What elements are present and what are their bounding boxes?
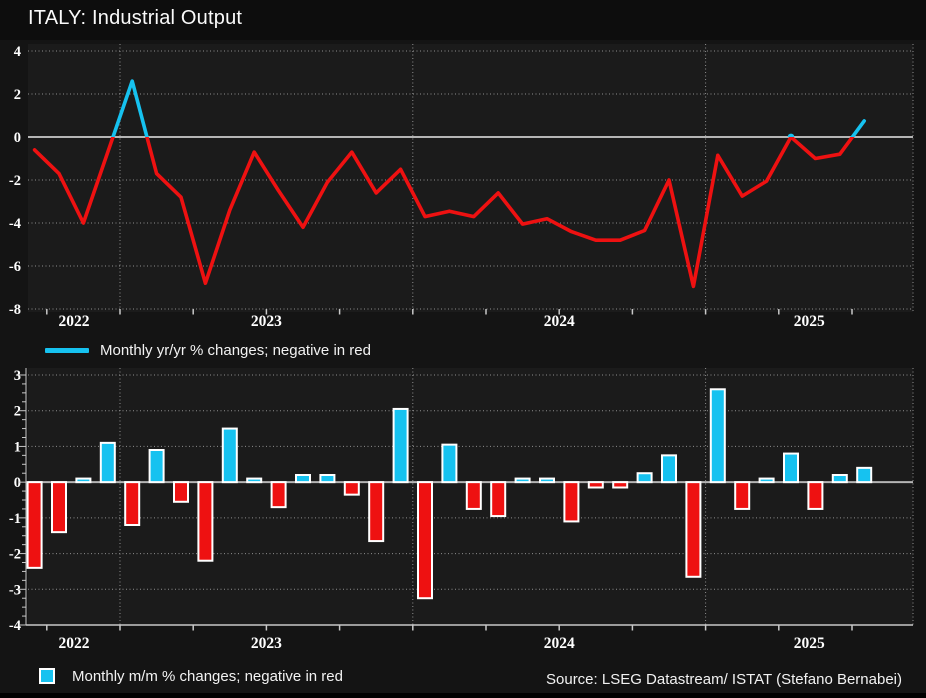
year-label: 2023 — [251, 313, 282, 330]
bar — [99, 441, 116, 484]
y-tick-label: -4 — [9, 618, 21, 634]
bar — [246, 477, 263, 484]
bar — [636, 472, 653, 484]
zero-touch-marker — [787, 133, 795, 137]
y-tick-label: 2 — [14, 404, 21, 420]
bar — [368, 481, 385, 543]
bar — [612, 481, 629, 489]
legend-yoy: Monthly yr/yr % changes; negative in red — [45, 340, 371, 360]
y-tick-label: 0 — [14, 130, 21, 146]
y-tick-label: -6 — [9, 259, 21, 275]
y-tick-label: -1 — [9, 511, 21, 527]
bar — [221, 427, 238, 484]
y-tick-label: 2 — [14, 87, 21, 103]
bar — [563, 481, 580, 523]
y-tick-label: -2 — [9, 173, 21, 189]
bar — [709, 388, 726, 484]
bar — [758, 477, 775, 484]
year-label: 2025 — [794, 313, 825, 330]
bar — [514, 477, 531, 484]
bar — [490, 481, 507, 518]
bar — [539, 477, 555, 484]
legend-mom-label: Monthly m/m % changes; negative in red — [72, 667, 343, 685]
y-tick-label: -3 — [9, 582, 21, 598]
bar — [26, 481, 43, 569]
year-label: 2023 — [251, 635, 282, 652]
bar — [587, 481, 604, 489]
bar — [831, 474, 848, 484]
bar — [197, 481, 214, 562]
bottom-border — [0, 693, 926, 698]
bar — [51, 481, 67, 534]
y-tick-label: 4 — [14, 44, 21, 60]
page-title: ITALY: Industrial Output — [28, 7, 243, 29]
bar — [417, 481, 433, 600]
line-series-swatch-icon — [45, 347, 89, 353]
y-tick-label: -4 — [9, 216, 21, 232]
source-attribution: Source: LSEG Datastream/ ISTAT (Stefano … — [546, 671, 902, 688]
bar — [270, 481, 287, 509]
bar — [295, 474, 311, 484]
bar — [856, 466, 873, 484]
bar — [392, 407, 409, 484]
line-chart-plot-area — [28, 44, 913, 312]
bar — [734, 481, 751, 510]
y-tick-label: 3 — [14, 368, 21, 384]
year-label: 2024 — [544, 635, 575, 652]
bar — [148, 449, 165, 484]
bar — [661, 454, 677, 484]
bar — [124, 481, 141, 526]
bar — [319, 474, 336, 484]
year-label: 2024 — [544, 313, 575, 330]
title-band — [0, 0, 926, 40]
y-tick-label: -2 — [9, 547, 21, 563]
bar — [783, 452, 799, 484]
bar — [441, 443, 458, 484]
year-label: 2025 — [794, 635, 825, 652]
yoy-line-negative — [32, 137, 855, 289]
y-tick-label: -8 — [9, 302, 21, 318]
bar — [465, 481, 482, 510]
bar — [807, 481, 824, 510]
bar — [685, 481, 702, 578]
year-label: 2022 — [59, 313, 90, 330]
legend-yoy-label: Monthly yr/yr % changes; negative in red — [100, 341, 371, 359]
bar — [343, 481, 360, 496]
y-tick-label: 0 — [14, 475, 21, 491]
legend-mom: Monthly m/m % changes; negative in red — [39, 666, 343, 686]
bar — [75, 477, 92, 484]
bar-series-swatch-icon — [39, 668, 55, 684]
bar — [173, 481, 189, 503]
y-tick-label: 1 — [14, 439, 21, 455]
year-label: 2022 — [59, 635, 90, 652]
